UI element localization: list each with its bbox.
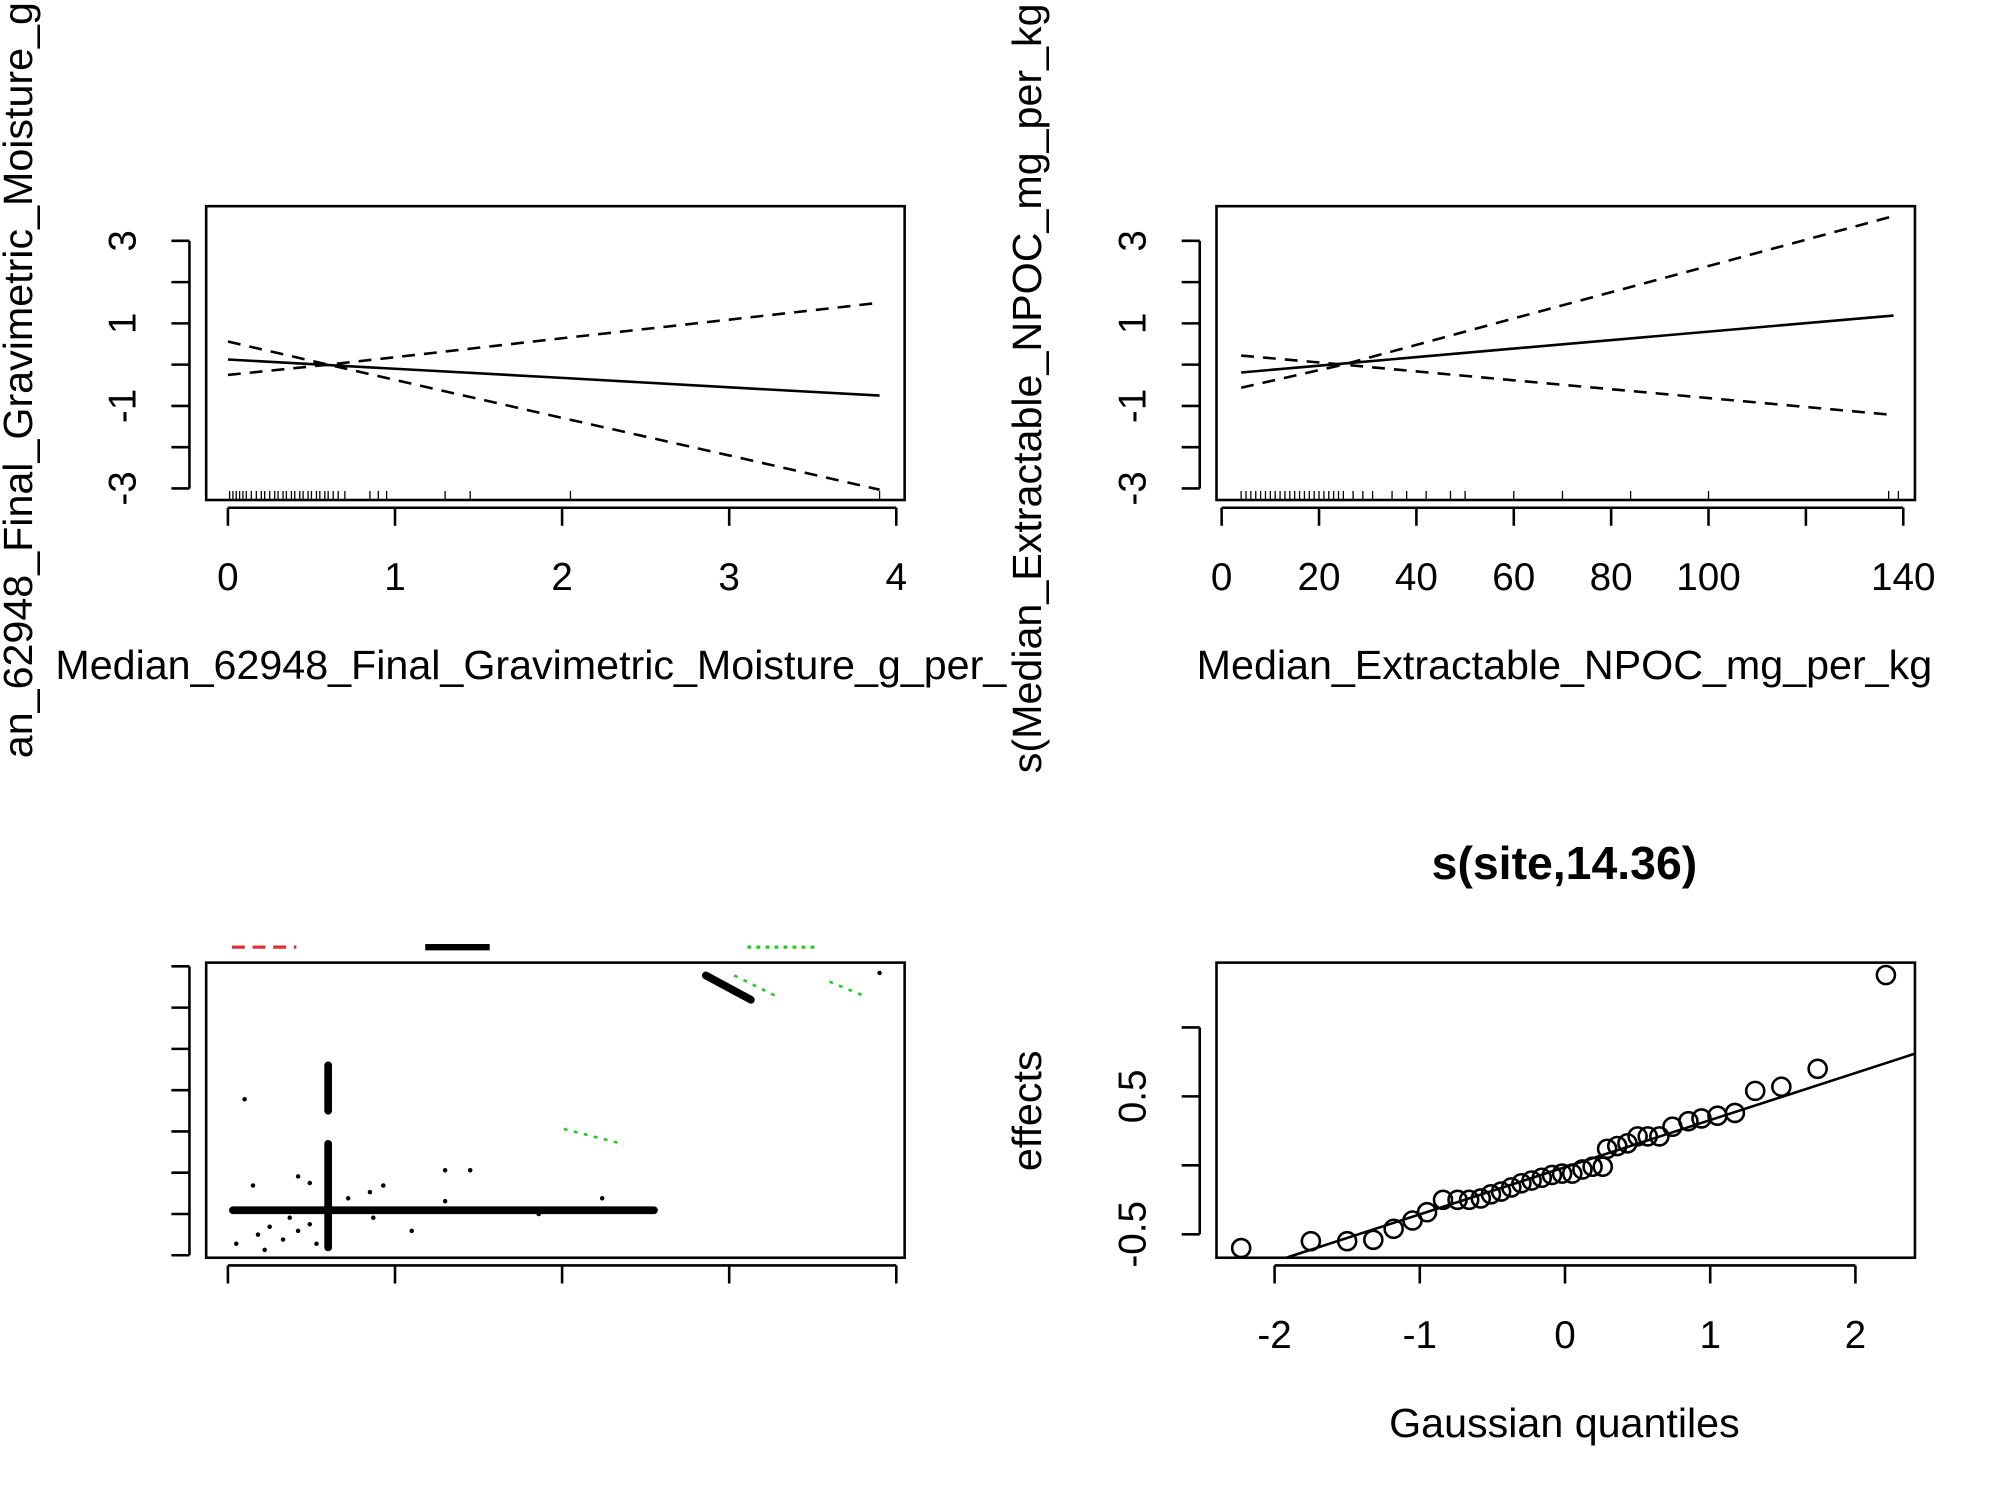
point xyxy=(267,1224,272,1230)
x-tick-label: 2 xyxy=(1845,1314,1867,1357)
point xyxy=(280,1237,286,1242)
point xyxy=(234,1241,239,1246)
point xyxy=(371,1215,376,1220)
point xyxy=(314,1241,319,1246)
y-tick-label: 0.5 xyxy=(1112,1070,1155,1124)
point xyxy=(345,1196,351,1201)
point xyxy=(307,1222,313,1227)
y-tick-label: -3 xyxy=(1112,471,1155,505)
qq-point xyxy=(1458,1189,1480,1211)
x-tick-label: -1 xyxy=(1403,1314,1437,1357)
x-tick-label: 80 xyxy=(1590,556,1633,599)
plot-frame xyxy=(1215,961,1917,1260)
qq-point xyxy=(1551,1163,1573,1184)
plot-frame xyxy=(204,961,906,1260)
x-axis-label: Median_62948_Final_Gravimetric_Moisture_… xyxy=(55,642,1007,688)
panel: 0 20 40 60 80 100 140 -3 -1 1 3 Median_Extractable_… xyxy=(1004,3,1935,773)
x-tick-label: 20 xyxy=(1298,556,1341,599)
qq-point xyxy=(1724,1102,1746,1124)
point xyxy=(409,1228,414,1234)
qq-point xyxy=(1416,1201,1438,1223)
chart-title: s(site,14.36) xyxy=(1432,837,1698,889)
point xyxy=(262,1247,267,1253)
x-tick-label: 60 xyxy=(1492,556,1535,599)
point xyxy=(250,1183,256,1188)
point xyxy=(295,1228,301,1234)
qq-point xyxy=(1627,1126,1648,1147)
point xyxy=(307,1180,313,1186)
x-tick-label: 4 xyxy=(886,556,908,599)
x-tick-label: 2 xyxy=(551,556,572,599)
y-tick-label: 1 xyxy=(101,313,144,335)
y-axis-label: effects xyxy=(1004,1050,1050,1171)
qq-point xyxy=(1230,1237,1252,1259)
y-tick-label: 3 xyxy=(101,230,144,251)
point xyxy=(367,1189,373,1195)
qq-point xyxy=(1649,1126,1670,1147)
point xyxy=(442,1167,448,1173)
y-axis-label: s(Median_Extractable_NPOC_mg_per_kg xyxy=(1004,3,1050,773)
y-tick-label: -1 xyxy=(101,389,144,423)
panel xyxy=(171,961,906,1284)
x-tick-label: 140 xyxy=(1871,556,1935,599)
series-line xyxy=(227,358,880,397)
y-tick-label: -0.5 xyxy=(1112,1201,1155,1268)
x-tick-label: 40 xyxy=(1395,556,1438,599)
plot-frame xyxy=(204,204,906,502)
point xyxy=(242,1096,247,1102)
panel: 0 1 2 3 4 -3 -1 1 3 Median_62948_Final_Gravimetri… xyxy=(0,2,1007,758)
y-tick-label: -1 xyxy=(1112,389,1155,423)
qq-point xyxy=(1432,1189,1454,1211)
series-line xyxy=(227,301,880,377)
point xyxy=(442,1198,448,1204)
qq-point xyxy=(1875,964,1897,986)
series-line xyxy=(828,980,866,998)
plot-frame xyxy=(1215,204,1917,502)
series-line xyxy=(563,1127,625,1146)
point xyxy=(381,1183,386,1188)
x-tick-label: -2 xyxy=(1257,1314,1291,1357)
qq-point xyxy=(1383,1218,1404,1240)
panel: -2 -1 0 1 2 -0.5 0.5 Gaussian quantiles effects s… xyxy=(1004,837,1917,1446)
point xyxy=(295,1174,301,1179)
x-tick-label: 3 xyxy=(718,556,740,599)
x-axis-label: Median_Extractable_NPOC_mg_per_kg xyxy=(1197,642,1932,688)
point xyxy=(287,1215,292,1220)
series-line xyxy=(1241,354,1894,417)
x-tick-label: 100 xyxy=(1676,556,1740,599)
x-tick-label: 1 xyxy=(1699,1314,1721,1357)
qq-point xyxy=(1807,1058,1828,1080)
x-axis-label: Gaussian quantiles xyxy=(1389,1400,1740,1446)
qq-point xyxy=(1596,1138,1618,1160)
series-line xyxy=(733,974,777,998)
point xyxy=(599,1196,605,1201)
x-tick-label: 0 xyxy=(1554,1314,1576,1357)
x-tick-label: 0 xyxy=(217,556,239,599)
series-line xyxy=(1241,314,1894,374)
series-line xyxy=(701,971,755,1004)
x-tick-label: 1 xyxy=(384,556,405,599)
x-tick-label: 0 xyxy=(1211,556,1233,599)
point xyxy=(877,970,882,976)
y-axis-label: an_62948_Final_Gravimetric_Moisture_g xyxy=(0,2,41,758)
y-tick-label: 1 xyxy=(1112,313,1155,335)
point xyxy=(467,1167,473,1173)
qq-point xyxy=(1691,1108,1712,1129)
series-line xyxy=(1285,1052,1916,1259)
y-tick-label: -3 xyxy=(101,471,144,505)
y-tick-label: 3 xyxy=(1112,230,1155,252)
qq-point xyxy=(1678,1110,1699,1132)
qq-point xyxy=(1744,1080,1766,1102)
point xyxy=(255,1232,261,1237)
series-line xyxy=(1240,214,1894,390)
